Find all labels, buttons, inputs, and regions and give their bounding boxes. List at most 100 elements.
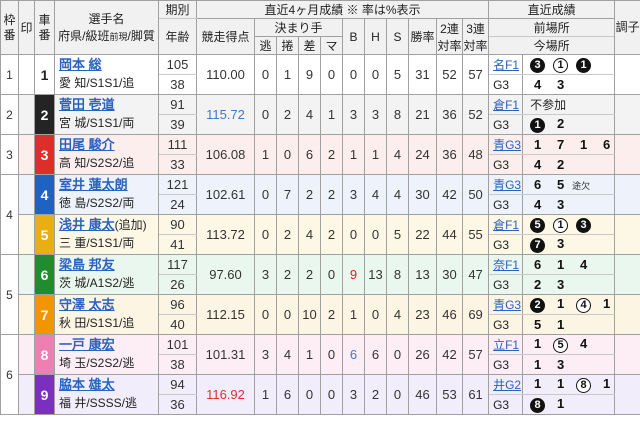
win-rate: 22	[408, 214, 437, 255]
result-position: 3	[556, 277, 565, 292]
rider-name-link[interactable]: 一戸 康宏	[59, 337, 115, 353]
car-number: 4	[34, 174, 55, 215]
result-position: 2	[556, 157, 565, 172]
s-count: 8	[386, 94, 409, 135]
result-position: 4	[533, 77, 542, 92]
b-count: 3	[342, 374, 365, 415]
frame-number: 4	[0, 174, 19, 255]
rider-profile: 高 知/S2S2/追	[59, 156, 135, 171]
prev-venue-link[interactable]: 青G3	[493, 178, 522, 192]
car-number: 2	[34, 94, 55, 135]
period-value: 90	[158, 214, 197, 235]
condition-cell	[614, 254, 640, 295]
header-prev-meet: 前場所	[488, 18, 616, 37]
kimarite-nige: 3	[254, 334, 277, 375]
result-note: 不参加	[530, 98, 567, 112]
race-card-table: 枠番 印 車番 選手名 府県/級班前現/脚質 期別 直近4ヶ月成績 ※ 率は%表…	[0, 0, 640, 415]
prev-venue: 奈F1	[488, 254, 524, 275]
period-value: 91	[158, 94, 197, 115]
mark-cell	[18, 174, 35, 215]
frame-number: 5	[0, 254, 19, 335]
rider-name-link[interactable]: 岡本 総	[59, 57, 102, 73]
rider-row: 1 1 岡本 総愛 知/S1S1/追 105 110.00 0 1 9 0 0 0 5 31 52 57 名F…	[0, 54, 640, 95]
header-age: 年齢	[158, 18, 197, 55]
prev-venue-link[interactable]: 井G2	[493, 378, 522, 392]
kimarite-nige: 0	[254, 294, 277, 335]
result-position: 1	[579, 137, 588, 152]
h-count: 0	[364, 294, 387, 335]
result-position: 1	[549, 56, 572, 73]
win-rate: 24	[408, 134, 437, 175]
prev-venue-link[interactable]: 倉F1	[493, 218, 520, 232]
result-position: 1	[533, 376, 542, 391]
b-count: 1	[342, 294, 365, 335]
kimarite-mark: 2	[320, 214, 343, 255]
kimarite-makuri: 7	[276, 174, 299, 215]
rider-row-sub: 38 G3 4 3	[1, 74, 640, 95]
rider-profile: 福 井/SSSS/逃	[59, 396, 138, 411]
h-count: 2	[364, 374, 387, 415]
rider-row: 5 6 梁島 邦友茨 城/A1S2/逃 117 97.60 3 2 2 0 9 13 8 13 30 47 奈…	[0, 254, 640, 335]
race-score: 101.31	[196, 334, 255, 375]
rider-name-link[interactable]: 脇本 雄太	[59, 377, 115, 393]
rider-row-sub: 38 G3 1 3	[1, 354, 640, 375]
quinella2-rate: 44	[436, 214, 463, 255]
today-venue: G3	[488, 314, 524, 335]
rider-name-link[interactable]: 室井 蓮太朗	[59, 177, 128, 193]
win-rate: 23	[408, 294, 437, 335]
result-position: 1	[556, 257, 565, 272]
kimarite-nige: 0	[254, 174, 277, 215]
condition-cell	[614, 54, 640, 95]
race-score: 97.60	[196, 254, 255, 295]
rider-name-line: 守澤 太志	[59, 296, 158, 315]
kimarite-makuri: 6	[276, 374, 299, 415]
prev-venue-link[interactable]: 倉F1	[493, 98, 520, 112]
result-position: 1	[533, 137, 542, 152]
result-position: 8	[572, 376, 595, 393]
period-value: 121	[158, 174, 197, 195]
kimarite-makuri: 0	[276, 294, 299, 335]
prev-venue-link[interactable]: 立F1	[493, 338, 520, 352]
rider-name-link[interactable]: 田尾 駿介	[59, 137, 115, 153]
rider-name-line: 菅田 壱道	[59, 96, 158, 115]
result-position-first-style: 8	[530, 398, 546, 413]
rider-name-line: 室井 蓮太朗	[59, 176, 158, 195]
s-count: 0	[386, 334, 409, 375]
age-value: 24	[158, 194, 197, 215]
period-value: 94	[158, 374, 197, 395]
prev-venue-link[interactable]: 青G3	[493, 138, 522, 152]
result-position: 1	[572, 56, 595, 73]
today-venue: G3	[488, 394, 524, 415]
kimarite-nige: 0	[254, 54, 277, 95]
result-position: 3	[556, 197, 565, 212]
prev-venue-link[interactable]: 青G3	[493, 298, 522, 312]
age-value: 40	[158, 314, 197, 335]
quinella2-rate: 36	[436, 94, 463, 135]
rider-name-link[interactable]: 浅井 康太	[59, 217, 115, 233]
condition-cell	[614, 134, 640, 175]
h-count: 0	[364, 214, 387, 255]
result-position: 1	[602, 296, 611, 311]
header-s: S	[386, 18, 409, 55]
header-recent4-group: 直近4ヶ月成績 ※ 率は%表示	[195, 0, 490, 19]
s-count: 4	[386, 174, 409, 215]
period-value: 117	[158, 254, 197, 275]
rider-name-link[interactable]: 梁島 邦友	[59, 257, 115, 273]
kimarite-mark: 2	[320, 294, 343, 335]
age-value: 41	[158, 234, 197, 255]
b-count: 3	[342, 94, 365, 135]
b-count: 3	[342, 174, 365, 215]
rider-profile: 茨 城/A1S2/逃	[59, 276, 135, 291]
kimarite-sashi: 0	[298, 374, 321, 415]
rider-name-link[interactable]: 守澤 太志	[59, 297, 115, 313]
rider-row-sub: 39 G3 1 2	[1, 114, 640, 135]
rider-name-link[interactable]: 菅田 壱道	[59, 97, 115, 113]
rider-name-line: 一戸 康宏	[59, 336, 158, 355]
prev-venue-link[interactable]: 奈F1	[493, 258, 520, 272]
rider-cell: 岡本 総愛 知/S1S1/追	[54, 54, 159, 95]
prev-venue-link[interactable]: 名F1	[493, 58, 520, 72]
